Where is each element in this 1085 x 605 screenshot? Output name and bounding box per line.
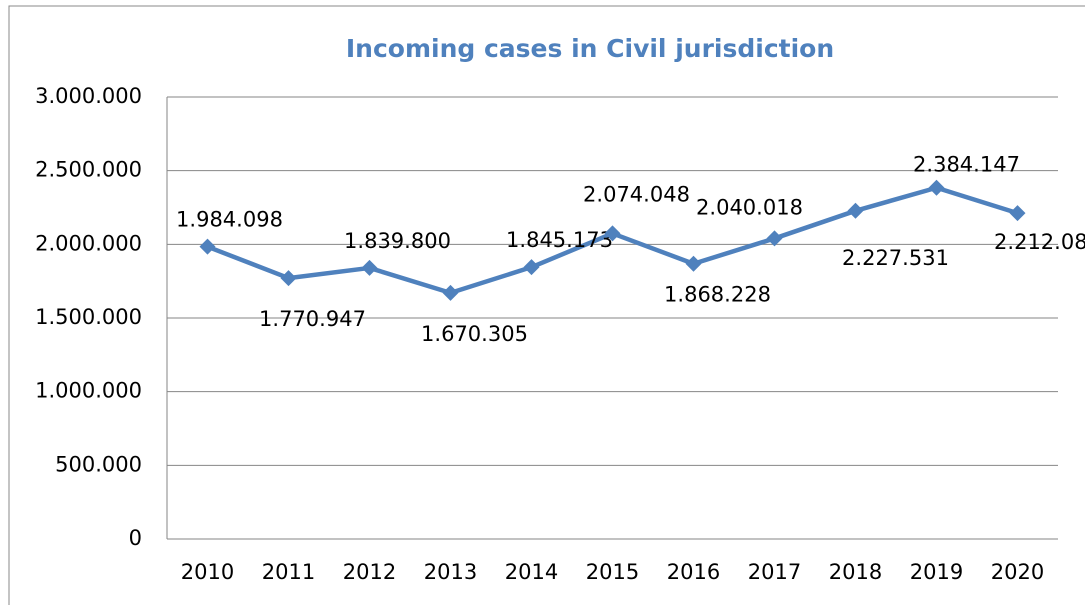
marker <box>280 270 297 287</box>
chart-frame <box>8 5 1085 605</box>
x-tick-label: 2018 <box>829 560 882 584</box>
y-tick-label: 3.000.000 <box>35 84 142 108</box>
data-label: 1.839.800 <box>344 229 451 253</box>
x-tick-label: 2010 <box>181 560 234 584</box>
data-label: 1.845.173 <box>506 228 613 252</box>
x-tick-label: 2017 <box>748 560 801 584</box>
y-tick-label: 2.500.000 <box>35 158 142 182</box>
marker <box>199 238 216 255</box>
marker <box>685 255 702 272</box>
y-tick-label: 0 <box>129 526 142 550</box>
chart-title: Incoming cases in Civil jurisdiction <box>346 34 834 63</box>
x-tick-label: 2011 <box>262 560 315 584</box>
data-label: 1.868.228 <box>664 283 771 307</box>
y-tick-label: 500.000 <box>55 452 142 476</box>
data-label: 2.212.084 <box>994 230 1085 254</box>
data-label: 1.670.305 <box>421 322 528 346</box>
data-label: 2.227.531 <box>842 246 949 270</box>
x-tick-label: 2015 <box>586 560 639 584</box>
data-label: 1.770.947 <box>259 307 366 331</box>
x-tick-label: 2013 <box>424 560 477 584</box>
marker <box>847 202 864 219</box>
data-label: 2.040.018 <box>696 195 803 219</box>
data-label: 2.384.147 <box>913 153 1020 177</box>
data-label: 2.074.048 <box>583 182 690 206</box>
x-tick-label: 2019 <box>910 560 963 584</box>
y-tick-label: 1.000.000 <box>35 379 142 403</box>
marker <box>523 259 540 276</box>
x-tick-label: 2014 <box>505 560 558 584</box>
marker <box>766 230 783 247</box>
data-label: 1.984.098 <box>176 208 283 232</box>
marker <box>361 259 378 276</box>
y-tick-label: 2.000.000 <box>35 231 142 255</box>
marker <box>442 284 459 301</box>
marker <box>928 179 945 196</box>
x-tick-label: 2012 <box>343 560 396 584</box>
x-tick-label: 2020 <box>991 560 1044 584</box>
marker <box>1009 205 1026 222</box>
x-tick-label: 2016 <box>667 560 720 584</box>
y-tick-label: 1.500.000 <box>35 305 142 329</box>
marker <box>604 225 621 242</box>
